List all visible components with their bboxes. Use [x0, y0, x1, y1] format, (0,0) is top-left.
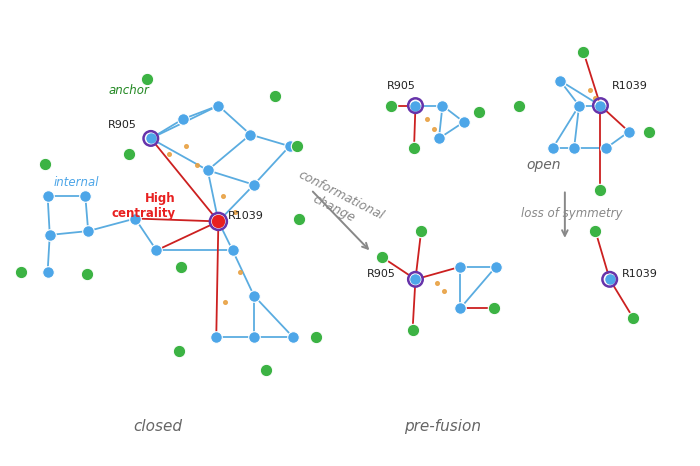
Point — [455, 305, 466, 312]
Point — [293, 215, 304, 222]
Point — [211, 334, 222, 341]
Point — [42, 268, 53, 275]
Point — [410, 275, 421, 283]
Text: open: open — [526, 158, 561, 172]
Point — [175, 263, 186, 270]
Point — [416, 227, 427, 235]
Point — [15, 268, 27, 275]
Point — [428, 125, 440, 132]
Point — [234, 268, 245, 275]
Point — [81, 270, 92, 277]
Text: R1039: R1039 — [612, 81, 648, 91]
Point — [248, 181, 260, 188]
Point — [410, 102, 421, 110]
Point — [386, 102, 397, 110]
Point — [163, 150, 174, 158]
Point — [145, 135, 156, 142]
Point — [595, 102, 606, 110]
Point — [220, 299, 231, 306]
Point — [578, 48, 589, 55]
Text: internal: internal — [53, 176, 99, 189]
Text: R905: R905 — [108, 120, 136, 130]
Point — [377, 254, 388, 261]
Text: R905: R905 — [387, 81, 416, 91]
Text: anchor: anchor — [109, 84, 150, 96]
Point — [145, 135, 156, 142]
Point — [601, 144, 612, 152]
Point — [80, 192, 91, 200]
Point — [248, 334, 260, 341]
Point — [585, 87, 596, 94]
Text: High
centrality: High centrality — [111, 192, 176, 220]
Point — [474, 109, 485, 116]
Point — [44, 231, 55, 239]
Text: loss of symmetry: loss of symmetry — [522, 207, 623, 220]
Point — [213, 218, 224, 225]
Point — [623, 128, 634, 136]
Point — [573, 102, 584, 110]
Text: conformational
change: conformational change — [289, 168, 386, 236]
Point — [433, 135, 444, 142]
Point — [595, 102, 606, 110]
Text: closed: closed — [134, 418, 183, 433]
Point — [191, 162, 202, 169]
Point — [83, 227, 94, 235]
Point — [437, 102, 448, 110]
Point — [547, 144, 559, 152]
Point — [213, 218, 224, 225]
Point — [421, 116, 433, 123]
Point — [628, 314, 639, 322]
Text: R1039: R1039 — [228, 211, 263, 220]
Text: R1039: R1039 — [622, 268, 657, 279]
Point — [288, 334, 299, 341]
Point — [284, 143, 295, 150]
Point — [42, 192, 53, 200]
Point — [554, 77, 566, 84]
Point — [590, 94, 601, 102]
Point — [124, 150, 135, 158]
Point — [141, 75, 153, 82]
Point — [218, 192, 229, 200]
Point — [227, 247, 238, 254]
Point — [245, 131, 256, 138]
Point — [595, 186, 606, 193]
Point — [458, 118, 470, 126]
Point — [431, 280, 442, 287]
Point — [643, 128, 655, 136]
Text: R905: R905 — [368, 268, 396, 279]
Point — [490, 263, 501, 270]
Point — [177, 116, 188, 123]
Point — [130, 215, 141, 222]
Point — [410, 275, 421, 283]
Point — [488, 305, 499, 312]
Point — [151, 247, 162, 254]
Point — [604, 275, 615, 283]
Point — [270, 92, 281, 100]
Point — [514, 102, 525, 110]
Text: pre-fusion: pre-fusion — [404, 418, 481, 433]
Point — [174, 347, 185, 355]
Point — [40, 160, 51, 167]
Point — [213, 102, 224, 110]
Point — [310, 334, 321, 341]
Point — [604, 275, 615, 283]
Point — [438, 287, 449, 295]
Point — [291, 143, 302, 150]
Point — [229, 208, 240, 215]
Point — [248, 292, 260, 300]
Point — [410, 102, 421, 110]
Point — [407, 326, 418, 333]
Point — [568, 144, 580, 152]
Point — [202, 166, 214, 174]
Point — [590, 227, 601, 235]
Point — [408, 144, 419, 152]
Point — [260, 366, 272, 374]
Point — [181, 143, 192, 150]
Point — [455, 263, 466, 270]
